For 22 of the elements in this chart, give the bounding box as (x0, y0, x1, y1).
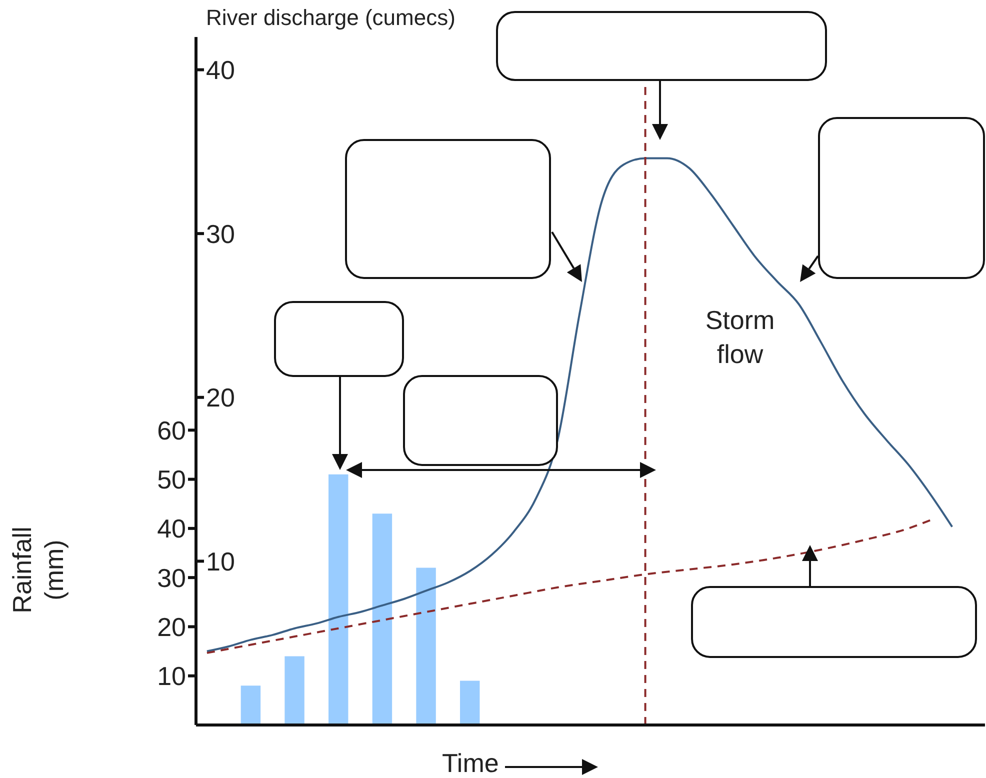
y-tick-label: 60 (157, 415, 186, 446)
annotation: Storm flow (704, 304, 776, 371)
bar (240, 686, 261, 725)
y-tick-label: 30 (157, 562, 186, 593)
y2-tick-label: 20 (206, 382, 235, 413)
y-tick-label: 50 (157, 464, 186, 495)
y2-tick-label: 10 (206, 546, 235, 576)
line-series (206, 519, 932, 654)
y-tick-label: 10 (157, 661, 186, 692)
y2-tick-label: 40 (206, 54, 235, 85)
line-series (206, 157, 954, 652)
y-tick-label: 20 (157, 612, 186, 642)
bar (284, 656, 304, 725)
y-tick-label: 40 (157, 514, 186, 544)
y2-tick-label: 30 (206, 218, 235, 249)
y-axis-title: Rainfall (mm) (6, 526, 70, 616)
bar (460, 680, 480, 725)
bar (372, 514, 392, 725)
bar (328, 474, 348, 725)
bar (416, 568, 436, 725)
y2-axis-title: River discharge (cumecs) (206, 4, 456, 32)
x-axis-title: Time (442, 748, 499, 778)
